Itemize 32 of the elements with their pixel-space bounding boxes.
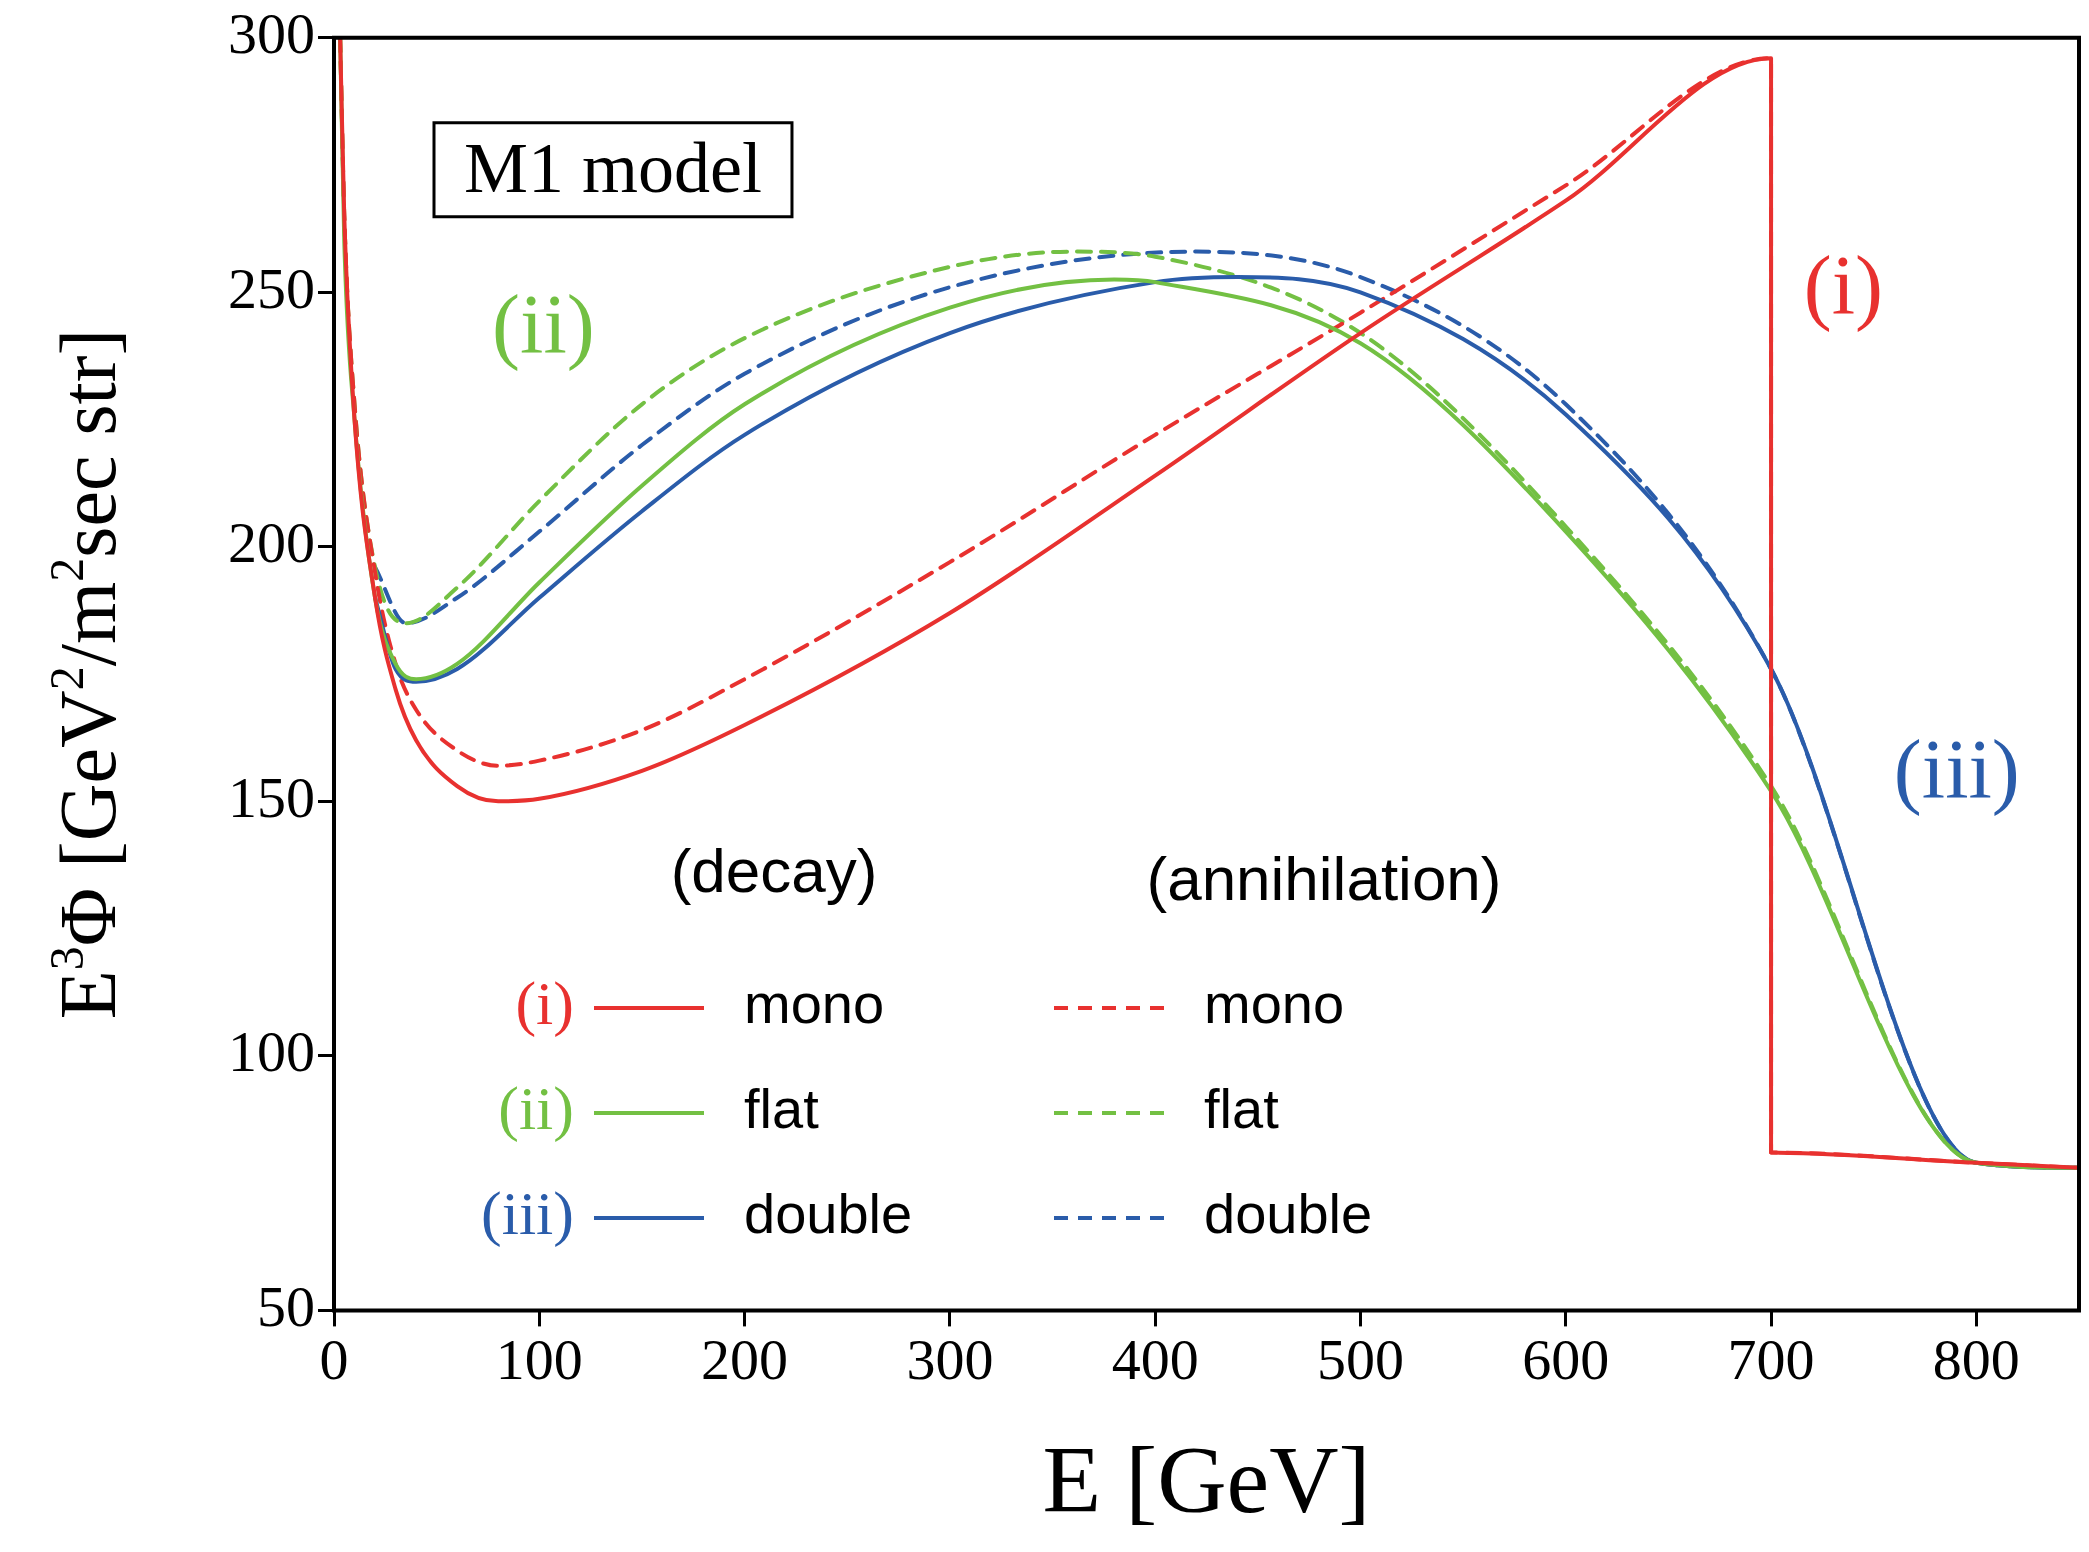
x-tick-label: 100 [495, 1327, 583, 1393]
y-tick-label: 200 [228, 510, 315, 576]
annotation: (ii) [492, 277, 595, 372]
text: (ii) [498, 1074, 574, 1143]
legend-label: flat [744, 1077, 820, 1141]
y-tick-label: 100 [228, 1019, 315, 1085]
legend-label: flat [1204, 1077, 1280, 1141]
legend-label: mono [1204, 972, 1345, 1036]
y-tick-label: 50 [257, 1273, 315, 1339]
legend-label: double [744, 1182, 913, 1246]
x-tick-label: 0 [319, 1327, 349, 1393]
annotation: (i) [1803, 239, 1884, 334]
x-tick-label: 500 [1316, 1327, 1404, 1393]
x-tick-label: 400 [1111, 1327, 1199, 1393]
x-tick-label: 300 [906, 1327, 994, 1393]
y-axis-title: E3Φ [GeV2/m2sec str] [40, 328, 132, 1020]
annotation: (iii) [1893, 722, 2020, 817]
x-tick-label: 200 [701, 1327, 789, 1393]
x-tick-label: 600 [1522, 1327, 1610, 1393]
x-tick-label: 700 [1727, 1327, 1815, 1393]
x-tick-label: 800 [1932, 1327, 2020, 1393]
legend-label: double [1204, 1182, 1373, 1246]
annotation: (annihilation) [1146, 844, 1502, 914]
text: (iii) [481, 1179, 574, 1248]
y-tick-label: 300 [228, 1, 315, 67]
text: M1 model [464, 127, 762, 208]
legend-label: mono [744, 972, 885, 1036]
x-axis-title: E [GeV] [1042, 1426, 1371, 1533]
annotation: (decay) [670, 836, 878, 906]
text: (i) [515, 969, 574, 1038]
y-tick-label: 250 [228, 255, 315, 321]
y-tick-label: 150 [228, 764, 315, 830]
